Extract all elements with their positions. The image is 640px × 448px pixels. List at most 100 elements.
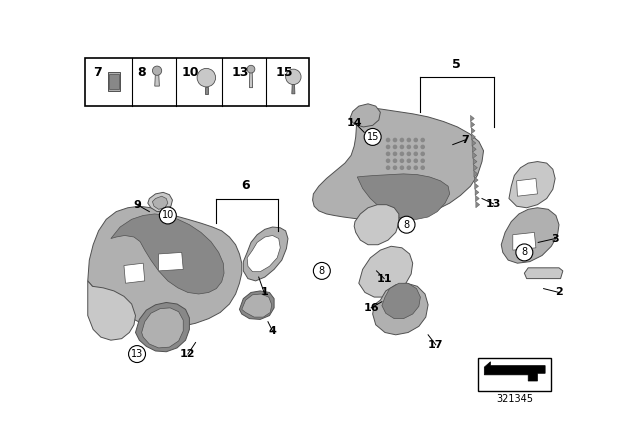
Polygon shape [141, 308, 183, 348]
Text: 13: 13 [486, 199, 501, 209]
Circle shape [406, 159, 411, 163]
Text: 16: 16 [364, 303, 379, 313]
Text: 15: 15 [367, 132, 379, 142]
Text: 4: 4 [269, 326, 276, 336]
Polygon shape [382, 283, 420, 319]
Text: 17: 17 [428, 340, 444, 350]
Circle shape [413, 159, 418, 163]
Text: 1: 1 [260, 288, 268, 297]
Polygon shape [516, 178, 538, 196]
Circle shape [406, 138, 411, 142]
Polygon shape [243, 227, 288, 281]
Text: 15: 15 [276, 66, 293, 79]
Polygon shape [357, 174, 450, 220]
Text: 11: 11 [376, 274, 392, 284]
Circle shape [399, 138, 404, 142]
Polygon shape [152, 196, 168, 209]
Polygon shape [472, 134, 476, 140]
Polygon shape [471, 128, 475, 134]
Bar [86, 58, 308, 106]
Polygon shape [472, 140, 476, 146]
Text: 3: 3 [551, 233, 559, 244]
Polygon shape [108, 72, 120, 90]
Circle shape [420, 145, 425, 149]
Circle shape [399, 165, 404, 170]
Polygon shape [471, 121, 475, 128]
Circle shape [386, 145, 390, 149]
Circle shape [393, 138, 397, 142]
Polygon shape [88, 206, 242, 327]
Polygon shape [476, 195, 479, 202]
Circle shape [129, 345, 145, 362]
Polygon shape [501, 208, 559, 263]
Circle shape [420, 159, 425, 163]
Circle shape [386, 159, 390, 163]
Polygon shape [524, 268, 563, 279]
Polygon shape [484, 362, 545, 381]
Polygon shape [372, 283, 428, 335]
Polygon shape [349, 104, 380, 127]
Circle shape [314, 263, 330, 280]
Circle shape [152, 66, 162, 75]
Polygon shape [476, 202, 480, 208]
Circle shape [420, 138, 425, 142]
Circle shape [247, 65, 255, 73]
Polygon shape [312, 108, 484, 220]
Circle shape [393, 151, 397, 156]
Polygon shape [111, 214, 224, 294]
Text: 13: 13 [131, 349, 143, 359]
Polygon shape [474, 165, 477, 171]
Polygon shape [242, 294, 272, 317]
Polygon shape [359, 246, 413, 297]
Text: 7: 7 [93, 66, 102, 79]
Circle shape [399, 145, 404, 149]
Circle shape [197, 69, 216, 87]
Circle shape [413, 151, 418, 156]
Polygon shape [474, 171, 478, 177]
Circle shape [413, 138, 418, 142]
Text: 8: 8 [319, 266, 325, 276]
Text: 8: 8 [522, 247, 527, 258]
Polygon shape [472, 146, 476, 152]
Circle shape [406, 145, 411, 149]
Circle shape [413, 145, 418, 149]
Polygon shape [475, 189, 479, 195]
Circle shape [399, 151, 404, 156]
Circle shape [386, 165, 390, 170]
Polygon shape [509, 162, 555, 208]
Circle shape [393, 165, 397, 170]
Polygon shape [250, 69, 253, 88]
Text: 10: 10 [162, 211, 174, 220]
Polygon shape [159, 252, 183, 271]
Polygon shape [354, 205, 399, 245]
Polygon shape [292, 85, 295, 94]
Text: 9: 9 [133, 200, 141, 210]
Circle shape [386, 138, 390, 142]
Polygon shape [474, 177, 478, 183]
Polygon shape [136, 302, 189, 352]
Text: 10: 10 [182, 66, 199, 79]
Polygon shape [148, 192, 172, 211]
Polygon shape [155, 71, 159, 86]
Polygon shape [470, 116, 474, 121]
Circle shape [285, 69, 301, 85]
Text: 2: 2 [555, 288, 563, 297]
Text: 7: 7 [461, 135, 469, 145]
Text: 321345: 321345 [497, 394, 534, 404]
Polygon shape [124, 263, 145, 283]
Polygon shape [513, 233, 536, 250]
Circle shape [420, 151, 425, 156]
Circle shape [393, 145, 397, 149]
Polygon shape [247, 236, 280, 271]
Circle shape [159, 207, 176, 224]
Circle shape [393, 159, 397, 163]
Text: 8: 8 [137, 66, 146, 79]
Text: 5: 5 [452, 58, 461, 71]
Circle shape [413, 165, 418, 170]
Circle shape [399, 159, 404, 163]
Circle shape [398, 216, 415, 233]
Text: 8: 8 [403, 220, 410, 230]
Polygon shape [239, 291, 274, 319]
Polygon shape [473, 152, 477, 159]
Text: 14: 14 [347, 118, 363, 128]
